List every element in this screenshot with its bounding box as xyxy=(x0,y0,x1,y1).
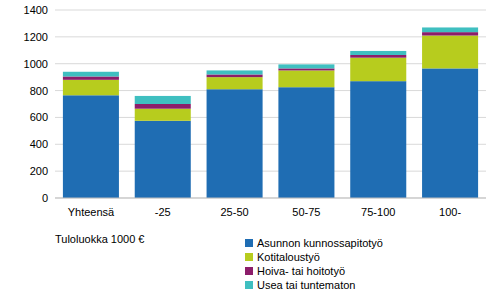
bar xyxy=(135,121,191,198)
grid-line xyxy=(55,63,486,64)
x-tick-label: 100- xyxy=(439,206,461,218)
bar xyxy=(422,27,478,32)
bar xyxy=(350,81,406,198)
bar xyxy=(422,68,478,198)
bar xyxy=(207,74,263,77)
bar xyxy=(350,58,406,82)
bar xyxy=(278,64,334,68)
bar xyxy=(63,95,119,198)
bar xyxy=(422,36,478,69)
bar xyxy=(207,77,263,89)
bar xyxy=(422,32,478,35)
legend-label: Asunnon kunnossapitotyö xyxy=(257,237,383,249)
x-tick-label: -25 xyxy=(155,206,171,218)
y-tick-label: 1400 xyxy=(24,4,48,16)
bar xyxy=(278,70,334,87)
x-tick-label: Yhteensä xyxy=(68,206,115,218)
y-tick-label: 1000 xyxy=(24,58,48,70)
bar xyxy=(135,96,191,104)
y-tick-label: 600 xyxy=(30,111,48,123)
grid-line xyxy=(55,117,486,118)
bar xyxy=(207,70,263,74)
x-tick-label: 25-50 xyxy=(221,206,249,218)
bar xyxy=(207,89,263,198)
bar xyxy=(135,109,191,121)
bar xyxy=(63,72,119,77)
y-tick-label: 0 xyxy=(42,192,48,204)
x-tick-label: 75-100 xyxy=(361,206,395,218)
legend-label: Kotitaloustyö xyxy=(257,251,320,263)
grid-line xyxy=(55,144,486,145)
grid-line xyxy=(55,10,486,11)
bar xyxy=(278,87,334,198)
bar xyxy=(135,104,191,109)
x-tick-label: 50-75 xyxy=(292,206,320,218)
legend-swatch xyxy=(245,253,253,261)
legend-label: Usea tai tuntematon xyxy=(257,279,355,291)
grid-line xyxy=(55,36,486,37)
grid-line xyxy=(55,171,486,172)
legend-swatch xyxy=(245,267,253,275)
grid-line xyxy=(55,90,486,91)
y-tick-label: 1200 xyxy=(24,31,48,43)
legend-label: Hoiva- tai hoitotyö xyxy=(257,265,345,277)
bar xyxy=(63,80,119,95)
bar xyxy=(350,55,406,58)
x-axis-line xyxy=(55,198,486,199)
bar xyxy=(63,76,119,79)
bar xyxy=(350,51,406,55)
y-tick-label: 200 xyxy=(30,165,48,177)
bar xyxy=(278,68,334,70)
legend-swatch xyxy=(245,281,253,289)
grid-line xyxy=(55,198,486,199)
chart: 0 200 400 600 800 1000 1200 1400 Yhteensä -25 25-5… xyxy=(0,0,491,302)
legend-swatch xyxy=(245,239,253,247)
y-tick-label: 400 xyxy=(30,138,48,150)
x-axis-label: Tuloluokka 1000 € xyxy=(55,233,145,245)
y-tick-label: 800 xyxy=(30,85,48,97)
